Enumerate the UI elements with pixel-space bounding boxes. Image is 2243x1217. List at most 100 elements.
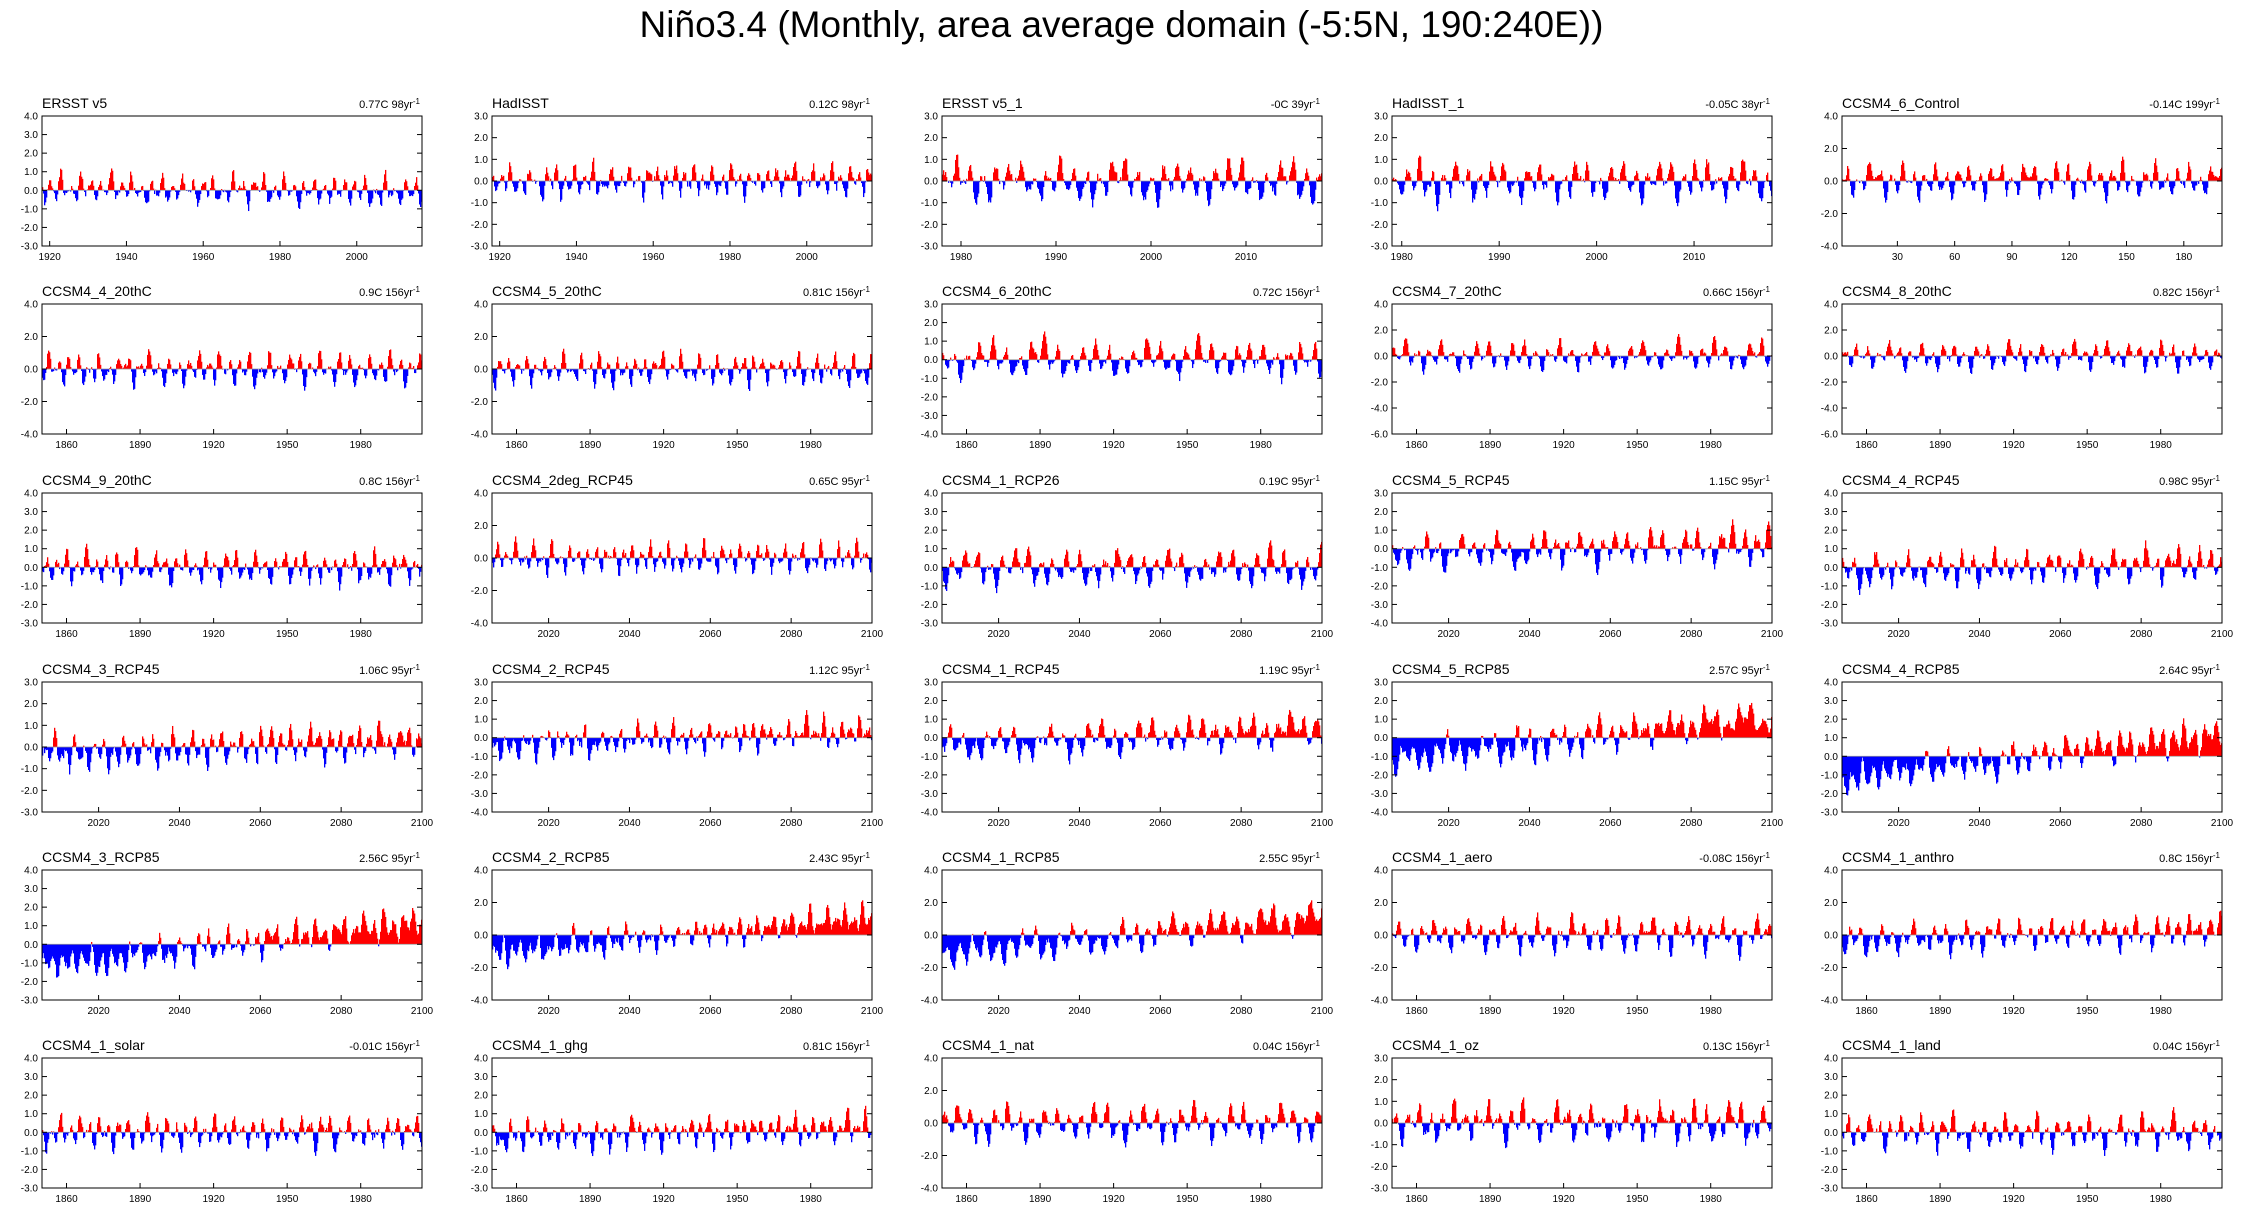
anomaly-bar — [1518, 181, 1520, 187]
anomaly-bar — [709, 181, 711, 186]
anomaly-bar — [140, 567, 142, 576]
anomaly-bar — [1049, 359, 1051, 370]
anomaly-bar — [1546, 181, 1548, 188]
anomaly-bar — [2079, 356, 2081, 360]
anomaly-bar — [1034, 352, 1036, 360]
anomaly-bar — [416, 565, 418, 568]
anomaly-bar — [1029, 181, 1031, 190]
anomaly-bar — [44, 565, 46, 568]
anomaly-bar — [730, 369, 732, 386]
panel-svg: CCSM4_5_20thC 0.81C 156yr-14.02.00.0-2.0-… — [471, 283, 873, 451]
anomaly-bar — [383, 560, 385, 568]
anomaly-bar — [650, 173, 652, 181]
anomaly-bar — [1769, 356, 1771, 361]
anomaly-bar — [260, 369, 262, 373]
anomaly-bar — [589, 558, 591, 560]
anomaly-bar — [268, 567, 270, 578]
anomaly-bar — [234, 181, 236, 191]
anomaly-bar — [1402, 181, 1404, 195]
anomaly-bar — [1106, 181, 1108, 196]
anomaly-bar — [552, 181, 554, 190]
anomaly-bar — [678, 368, 680, 369]
anomaly-bar — [1006, 347, 1008, 360]
anomaly-bar — [196, 369, 198, 370]
anomaly-bar — [594, 171, 596, 181]
anomaly-bar — [128, 190, 130, 194]
anomaly-bar — [755, 181, 757, 186]
anomaly-bar — [1949, 181, 1951, 187]
anomaly-bar — [668, 540, 670, 558]
anomaly-bar — [536, 181, 538, 182]
anomaly-bar — [582, 558, 584, 572]
anomaly-bar — [609, 173, 611, 181]
anomaly-bar — [1412, 356, 1414, 363]
anomaly-bar — [2069, 174, 2071, 181]
anomaly-bar — [58, 562, 60, 568]
anomaly-bar — [761, 553, 763, 558]
anomaly-bar — [1540, 356, 1542, 367]
anomaly-bar — [1709, 174, 1711, 181]
anomaly-bar — [1974, 181, 1976, 191]
anomaly-bar — [508, 357, 510, 369]
anomaly-bar — [387, 567, 389, 574]
anomaly-bar — [297, 566, 299, 568]
anomaly-bar — [398, 190, 400, 199]
anomaly-bar — [414, 369, 416, 374]
anomaly-bar — [295, 557, 297, 568]
anomaly-bar — [73, 190, 75, 194]
anomaly-bar — [863, 181, 865, 198]
anomaly-bar — [1024, 359, 1026, 372]
anomaly-bar — [200, 353, 202, 369]
anomaly-bar — [766, 174, 768, 181]
anomaly-bar — [67, 549, 69, 568]
anomaly-bar — [825, 181, 827, 185]
anomaly-bar — [1398, 181, 1400, 185]
anomaly-bar — [1309, 181, 1311, 186]
x-tick-label: 1920 — [1102, 440, 1125, 451]
anomaly-bar — [1100, 359, 1102, 370]
anomaly-bar — [410, 567, 412, 581]
anomaly-bar — [1843, 353, 1845, 356]
anomaly-bar — [543, 556, 545, 558]
anomaly-bar — [660, 551, 662, 558]
anomaly-bar — [1454, 355, 1456, 356]
anomaly-bar — [372, 190, 374, 199]
anomaly-bar — [74, 567, 76, 572]
anomaly-bar — [1947, 171, 1949, 181]
anomaly-bar — [173, 567, 175, 571]
anomaly-bar — [682, 177, 684, 181]
anomaly-bar — [62, 179, 64, 191]
y-tick-label: -4.0 — [1821, 404, 1839, 415]
anomaly-bar — [64, 563, 66, 568]
anomaly-bar — [704, 369, 706, 375]
anomaly-bar — [110, 172, 112, 191]
anomaly-bar — [961, 181, 963, 183]
anomaly-bar — [2202, 181, 2204, 185]
anomaly-bar — [771, 363, 773, 369]
anomaly-bar — [1142, 359, 1144, 362]
anomaly-bar — [265, 369, 267, 376]
anomaly-bar — [301, 361, 303, 369]
anomaly-bar — [2078, 179, 2080, 181]
anomaly-bar — [1700, 350, 1702, 356]
anomaly-bar — [1062, 173, 1064, 181]
anomaly-bar — [1022, 359, 1024, 366]
anomaly-bar — [835, 558, 837, 566]
anomaly-bar — [504, 369, 506, 374]
anomaly-bar — [1684, 176, 1686, 181]
anomaly-bar — [1187, 353, 1189, 360]
plot-frame — [1391, 303, 1773, 435]
anomaly-bar — [1740, 356, 1742, 360]
anomaly-bar — [1571, 350, 1573, 356]
anomaly-bar — [2094, 349, 2096, 356]
anomaly-bar — [529, 558, 531, 568]
anomaly-bar — [792, 369, 794, 373]
anomaly-bar — [364, 369, 366, 376]
anomaly-bar — [250, 567, 252, 579]
anomaly-bar — [174, 188, 176, 191]
anomaly-bar — [667, 175, 669, 181]
anomaly-bar — [807, 367, 809, 369]
anomaly-bar — [733, 366, 735, 369]
anomaly-bar — [2215, 176, 2217, 181]
anomaly-bar — [1674, 356, 1676, 359]
